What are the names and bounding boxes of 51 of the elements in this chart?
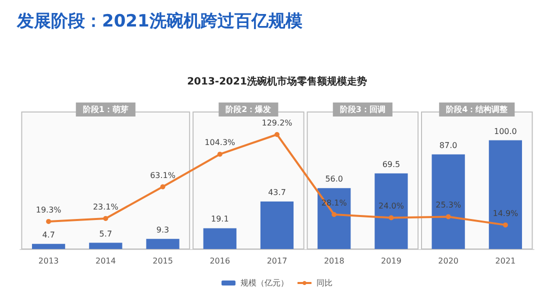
band-label: 阶段3：回调 (340, 105, 386, 114)
x-tick-label: 2018 (324, 256, 344, 266)
point (388, 215, 394, 220)
band-label: 阶段4：结构调整 (446, 105, 509, 114)
x-tick-label: 2013 (38, 256, 59, 266)
x-tick-label: 2015 (152, 256, 173, 266)
point (502, 222, 508, 228)
data-label: 24.0% (378, 202, 404, 211)
point (446, 214, 451, 220)
data-label: 104.3% (204, 138, 236, 148)
x-tick-label: 2021 (495, 256, 516, 266)
data-label: 56.0 (325, 174, 344, 184)
x-tick-label: 2019 (381, 256, 402, 266)
x-tick-label: 2020 (438, 256, 459, 266)
data-label: 19.1 (210, 214, 229, 224)
chart-subtitle: 2013-2021洗碗机市场零售额规模走势 (187, 76, 367, 88)
band-label: 阶段1：萌芽 (82, 105, 128, 114)
bar (146, 238, 180, 249)
point (332, 212, 337, 217)
data-label: 4.7 (42, 230, 55, 240)
data-label: 100.0 (494, 126, 517, 136)
data-label: 14.9% (492, 208, 519, 218)
data-label: 43.7 (268, 188, 286, 197)
point (103, 216, 108, 221)
legend-label: 同比 (316, 278, 332, 288)
bar (260, 201, 294, 249)
bar (203, 228, 236, 249)
bar (432, 154, 465, 249)
x-tick-label: 2014 (95, 256, 116, 266)
data-label: 129.2% (262, 118, 293, 128)
bar (89, 242, 122, 249)
data-label: 69.5 (382, 160, 400, 169)
band-label: 阶段2：爆发 (226, 105, 272, 114)
x-tick-label: 2017 (266, 256, 288, 266)
data-label: 5.7 (99, 229, 112, 238)
bar (32, 244, 66, 249)
bar (374, 173, 408, 249)
chart-title: 发展阶段：2021洗碗机跨过百亿规模 (16, 12, 302, 32)
bar (318, 188, 351, 249)
data-label: 63.1% (150, 170, 176, 180)
data-label: 87.0 (439, 140, 458, 150)
point (217, 152, 222, 157)
data-label: 19.3% (36, 205, 62, 214)
data-label: 9.3 (156, 225, 170, 234)
x-tick-label: 2016 (210, 256, 230, 266)
data-label: 25.3% (436, 200, 462, 210)
point (46, 218, 52, 224)
bar (488, 140, 522, 249)
data-label: 23.1% (92, 202, 119, 212)
point (160, 184, 166, 190)
legend-label: 规模（亿元） (240, 278, 288, 288)
